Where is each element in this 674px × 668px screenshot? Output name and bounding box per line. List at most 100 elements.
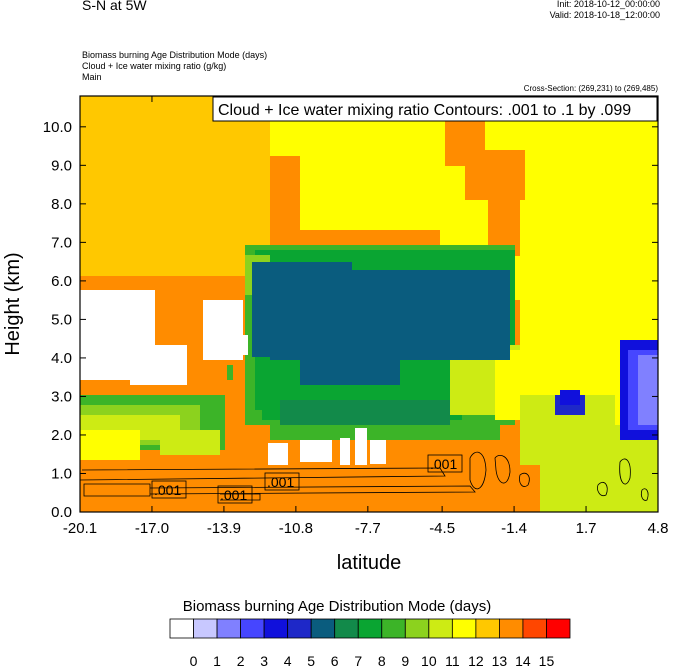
field-contour-label: Cloud + Ice water mixing ratio (g/kg): [82, 61, 227, 71]
colorbar-label: 12: [468, 653, 484, 668]
contour-line: [597, 481, 608, 497]
colorbar-label: 13: [492, 653, 508, 668]
x-tick-label: -13.9: [207, 520, 241, 537]
shaded-field: [80, 96, 658, 512]
field-cell: [80, 465, 540, 512]
field-cell: [465, 150, 525, 200]
colorbar-swatch: [216, 618, 241, 639]
colorbar-swatch: [546, 618, 571, 639]
page-title: S-N at 5W: [82, 0, 147, 13]
contour-line: [519, 472, 530, 487]
y-tick-label: 10.0: [43, 119, 72, 136]
field-cell: [130, 345, 187, 385]
colorbar-label: 11: [445, 653, 460, 668]
x-tick-label: -7.7: [355, 520, 381, 537]
field-descriptions: Biomass burning Age Distribution Mode (d…: [82, 50, 267, 83]
valid-time: Valid: 2018-10-18_12:00:00: [549, 10, 660, 20]
contour-line: [619, 458, 631, 485]
y-tick-label: 5.0: [51, 311, 72, 328]
field-cell: [420, 280, 510, 305]
colorbar-swatch: [428, 618, 453, 639]
init-time: Init: 2018-10-12_00:00:00: [556, 0, 660, 9]
contour-label-box: [151, 480, 187, 499]
colorbar-swatch: [240, 618, 265, 639]
x-axis-label: latitude: [337, 552, 402, 574]
contour-line: [83, 483, 151, 497]
contour-label: .001: [154, 482, 181, 498]
contour-label-box: [264, 472, 300, 491]
field-cell: [80, 430, 140, 460]
colorbar-label: 15: [539, 653, 555, 668]
x-tick-label: 1.7: [576, 520, 597, 537]
field-cell: [80, 96, 210, 266]
colorbar-swatch: [334, 618, 359, 639]
field-cell: [160, 430, 220, 455]
colorbar-swatch: [310, 618, 336, 639]
field-cell: [300, 150, 445, 230]
y-axis-label: Height (km): [2, 252, 24, 355]
field-cell: [370, 440, 386, 464]
colorbar-title: Biomass burning Age Distribution Mode (d…: [182, 598, 492, 615]
run-times: Init: 2018-10-12_00:00:00 Valid: 2018-10…: [550, 0, 660, 21]
y-tick-label: 3.0: [51, 388, 72, 405]
field-shaded-label: Biomass burning Age Distribution Mode (d…: [82, 50, 268, 60]
field-cell: [560, 390, 580, 405]
contour-line: [469, 451, 487, 490]
y-tick-label: 4.0: [51, 350, 72, 367]
contour-label-box: [217, 485, 253, 504]
x-tick-label: -10.8: [279, 520, 313, 537]
contour-label-box: [427, 454, 463, 473]
contour-lines: .001 .001 .001 .001: [79, 451, 649, 504]
colorbar-label: 6: [331, 653, 339, 668]
x-tick-label: -20.1: [63, 520, 97, 537]
y-tick-label: 2.0: [51, 427, 72, 444]
field-cell: [227, 365, 233, 380]
field-cell: [355, 428, 367, 468]
field-cell: [280, 400, 450, 425]
colorbar-swatch: [193, 618, 218, 639]
colorbar-label: 7: [354, 653, 362, 668]
colorbar-label: 9: [401, 653, 409, 668]
y-tick-label: 7.0: [51, 234, 72, 251]
field-cell: [340, 438, 350, 468]
y-tick-label: 8.0: [51, 196, 72, 213]
contour-line: [220, 493, 261, 501]
contour-label: .001: [220, 487, 247, 503]
x-tick-label: 4.8: [648, 520, 669, 537]
colorbar-label: 1: [213, 653, 221, 668]
field-cell: [500, 240, 658, 300]
contour-line: [149, 485, 476, 495]
y-tick-label: 9.0: [51, 157, 72, 174]
colorbar-swatch: [499, 618, 524, 639]
contour-title-box: Cloud + Ice water mixing ratio Contours:…: [212, 96, 658, 122]
colorbar-swatch: [381, 618, 406, 639]
x-tick-label: -17.0: [135, 520, 169, 537]
colorbar-label: 2: [237, 653, 245, 668]
field-cell: [540, 445, 658, 512]
field-cell: [218, 335, 248, 355]
colorbar-swatch: [522, 618, 547, 639]
contour-title: Cloud + Ice water mixing ratio Contours:…: [218, 102, 631, 119]
field-cell: [300, 440, 332, 462]
axes: -20.1 -17.0 -13.9 -10.8 -7.7 -4.5 -1.4 1.7 4.8 0.…: [2, 96, 668, 574]
x-tick-label: -1.4: [501, 520, 527, 537]
field-cell: [300, 355, 400, 385]
colorbar-swatch: [287, 618, 312, 639]
colorbar-label: 0: [190, 653, 198, 668]
y-tick-label: 0.0: [51, 504, 72, 521]
colorbar-label: 14: [515, 653, 531, 668]
cross-section-label: Cross-Section: (269,231) to (269,485): [523, 84, 658, 93]
colorbar-label: 5: [307, 653, 315, 668]
colorbar-swatch: [263, 618, 289, 639]
plot-frame: [79, 95, 659, 513]
contour-line: [640, 488, 649, 501]
y-tick-label: 6.0: [51, 273, 72, 290]
colorbar-swatch: [169, 618, 194, 639]
y-tick-label: 1.0: [51, 465, 72, 482]
colorbar-swatch: [451, 618, 477, 639]
colorbar-swatch: [475, 618, 500, 639]
colorbar-swatch: [404, 618, 430, 639]
contour-line: [494, 455, 511, 484]
colorbar-swatch: [357, 618, 383, 639]
